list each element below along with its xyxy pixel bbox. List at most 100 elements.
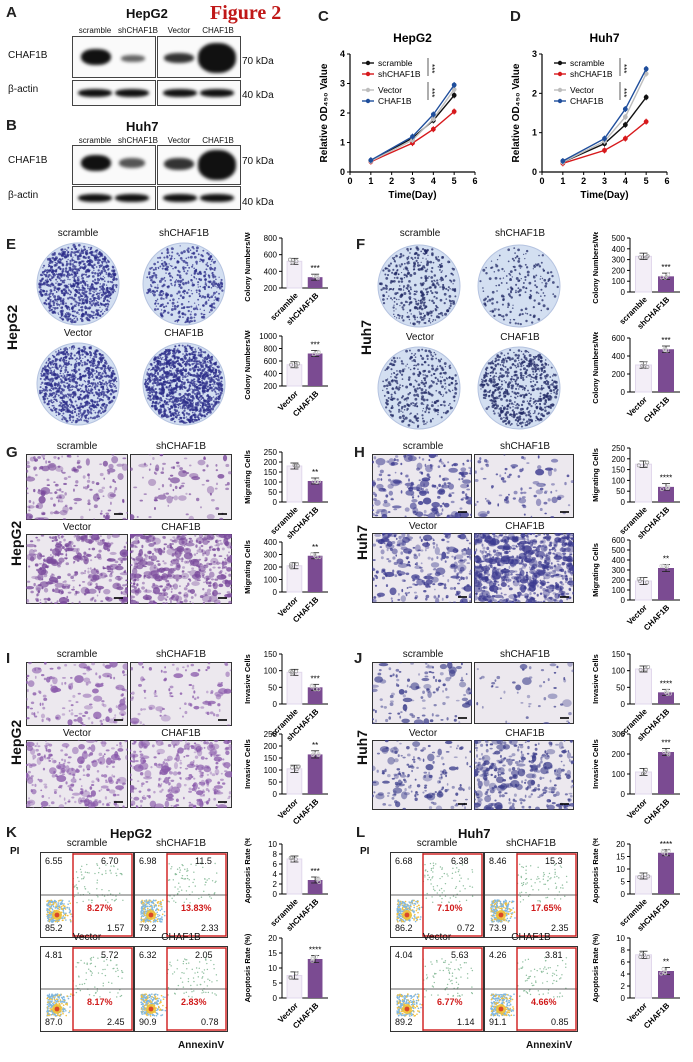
colony [214,397,218,401]
colony [413,354,415,357]
colony [496,290,498,292]
colony [101,375,104,379]
colony [210,286,213,289]
colony [87,388,90,390]
colony [166,251,170,254]
colony [88,346,92,350]
colony [485,266,487,269]
colony [189,249,192,252]
colony [195,360,199,363]
colony [496,259,499,261]
colony [183,345,187,349]
colony [157,397,161,400]
colony [194,412,196,414]
colony [409,322,412,324]
colony [552,381,555,384]
colony [187,300,190,303]
colony [211,273,215,277]
colony [401,384,404,387]
colony [543,278,547,282]
colony [512,318,515,321]
colony [109,275,113,279]
colony [196,386,199,389]
colony [159,375,162,379]
colony [156,308,159,311]
colony [437,413,439,416]
colony [57,261,60,264]
colony [195,262,198,265]
colony [84,380,87,383]
colony [73,259,75,262]
colony [185,352,187,354]
colony [94,271,97,275]
colony [178,285,181,288]
colony [195,362,199,366]
colony [177,412,180,415]
colony-dish [477,346,561,430]
colony [50,401,52,403]
colony [441,376,444,378]
colony [63,385,66,388]
colony [65,260,68,263]
colony [179,407,182,409]
colony [416,363,420,366]
colony [55,414,58,417]
colony [174,266,177,269]
colony [69,398,72,401]
colony [78,313,80,315]
colony [63,284,66,287]
colony [177,348,179,350]
colony [537,292,540,294]
row-label: β-actin [8,84,39,95]
colony [72,268,75,271]
colony [217,366,219,369]
colony [390,376,392,378]
colony [71,305,75,309]
colony [80,248,82,250]
colony [208,383,212,387]
colony [194,354,196,357]
colony [97,383,99,386]
colony [72,375,75,378]
colony [89,364,92,367]
colony [177,269,180,272]
colony [163,370,165,373]
colony [418,323,420,325]
colony [182,290,185,294]
colony [190,374,192,376]
colony [406,396,410,400]
colony [538,265,542,268]
colony [198,378,201,381]
colony [525,319,528,323]
colony [392,268,395,271]
colony [524,307,528,311]
colony [392,371,395,374]
colony [157,284,159,286]
colony [204,402,206,405]
colony [174,349,176,352]
data-point [643,94,649,100]
colony [49,279,52,282]
colony [525,287,528,290]
colony [166,373,169,376]
colony [62,403,66,407]
colony [218,386,221,389]
colony [87,287,89,290]
colony [417,374,421,377]
colony [211,366,214,369]
colony [184,290,187,293]
colony [486,295,490,298]
colony [114,274,116,277]
colony [202,249,205,252]
colony [178,254,181,257]
bar-shchaf1b [307,277,323,288]
colony [395,373,398,377]
colony [78,415,80,417]
colony [102,356,105,359]
colony [109,385,113,388]
colony [90,314,94,318]
colony [199,383,203,387]
colony [208,281,211,284]
colony [160,309,163,311]
colony [212,375,216,379]
